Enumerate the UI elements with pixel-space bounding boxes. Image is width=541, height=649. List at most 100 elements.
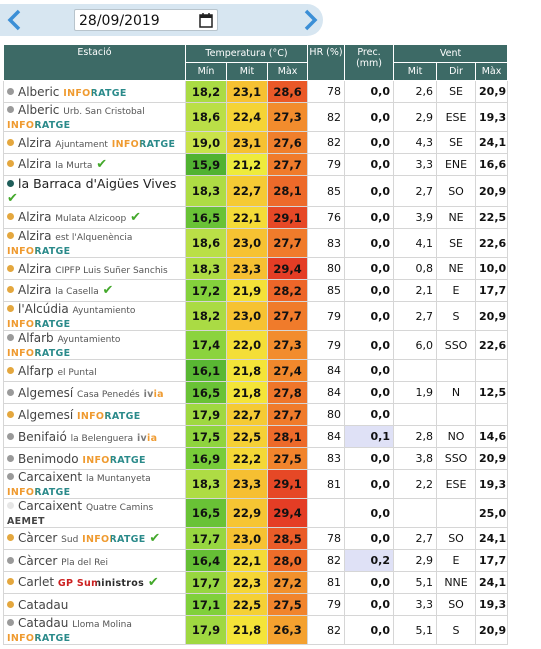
temp-min-cell: 16,9 — [185, 447, 227, 470]
temp-min-cell: 19,0 — [185, 131, 227, 154]
station-row: Alberic INFORATGE 18,2 23,1 28,6 78 0,0 2,6 SE 2… — [3, 80, 509, 103]
temp-min-cell: 17,7 — [185, 527, 227, 550]
precipitation-cell: 0,0 — [344, 498, 395, 528]
station-cell: Alberic INFORATGE — [3, 80, 186, 103]
precipitation-cell: 0,0 — [344, 359, 395, 382]
station-name: Càrcer — [18, 531, 58, 545]
date-toolbar: 28/09/2019 — [0, 4, 323, 36]
temp-min-cell: 16,1 — [185, 359, 227, 382]
temp-mean-cell: 23,1 — [226, 131, 268, 154]
provider-badge: INFORATGE — [82, 534, 146, 545]
verified-check: ✔ — [130, 210, 141, 225]
temp-min-cell: 17,4 — [185, 330, 227, 360]
temp-min-cell: 18,3 — [185, 175, 227, 207]
precipitation-cell: 0,0 — [344, 593, 395, 616]
temp-min-cell: 18,3 — [185, 469, 227, 499]
precipitation-cell: 0,1 — [344, 425, 395, 448]
station-location: Ayuntamiento — [57, 335, 121, 345]
station-name: Alberic — [18, 103, 60, 117]
previous-day-button[interactable] — [4, 8, 28, 32]
wind-mean-cell: 2,7 — [393, 527, 438, 550]
wind-max-cell: 17,7 — [475, 279, 509, 302]
wind-dir-cell: SSO — [436, 447, 477, 470]
precipitation-cell: 0,0 — [344, 571, 395, 594]
provider-badge: INFORATGE — [7, 348, 71, 359]
wind-dir-cell — [436, 498, 477, 528]
temp-min-cell: 16,5 — [185, 206, 227, 229]
station-row: Catadau Lloma Molina INFORATGE 17,9 21,8 26… — [3, 615, 509, 645]
header-temp-min: Mín — [185, 62, 227, 81]
humidity-cell: 83 — [307, 447, 346, 470]
station-location: la Muntanyeta — [85, 474, 151, 484]
station-cell: Carlet GP Suministros ✔ — [3, 571, 186, 594]
precipitation-cell: 0,0 — [344, 301, 395, 331]
humidity-cell: 79 — [307, 330, 346, 360]
status-dot — [7, 87, 14, 95]
verified-check: ✔ — [7, 191, 18, 206]
station-row: Alzira Ajuntament INFORATGE 19,0 23,1 27,6 8… — [3, 131, 509, 154]
humidity-cell: 76 — [307, 206, 346, 229]
temp-mean-cell: 23,0 — [226, 228, 268, 258]
station-row: Alfarb Ayuntamiento INFORATGE 17,4 22,0 27,… — [3, 330, 509, 360]
provider-badge: INFORATGE — [63, 87, 127, 99]
station-name: Alzira — [18, 135, 52, 150]
header-wind-dir: Dir — [436, 62, 477, 81]
station-cell: Algemesí Casa Penedés ivia — [3, 381, 186, 404]
station-name: Alberic — [18, 84, 60, 99]
status-dot — [7, 366, 14, 374]
station-location: Ajuntament — [55, 139, 108, 150]
station-cell: la Barraca d'Aigües Vives ✔ — [3, 175, 186, 207]
station-location: el Puntal — [57, 367, 97, 378]
precipitation-cell: 0,0 — [344, 279, 395, 302]
station-name: Catadau — [18, 597, 69, 612]
temp-mean-cell: 23,1 — [226, 80, 268, 103]
temp-mean-cell: 21,8 — [226, 615, 268, 645]
wind-dir-cell: S — [436, 301, 477, 331]
next-day-button[interactable] — [297, 8, 321, 32]
station-row: Alzira CIPFP Luis Suñer Sanchis 18,3 23,3 2… — [3, 257, 509, 280]
status-dot — [7, 502, 14, 509]
temp-max-cell: 28,5 — [266, 527, 309, 550]
wind-max-cell: 20,9 — [475, 447, 509, 470]
status-dot — [7, 388, 14, 396]
date-input[interactable]: 28/09/2019 — [74, 9, 218, 31]
temp-mean-cell: 22,9 — [226, 498, 268, 528]
temp-max-cell: 27,5 — [266, 447, 309, 470]
station-name: Alzira — [18, 157, 52, 171]
temp-mean-cell: 22,3 — [226, 571, 268, 594]
wind-max-cell — [475, 359, 509, 382]
wind-dir-cell: E — [436, 279, 477, 302]
station-name: la Barraca d'Aigües Vives — [18, 176, 177, 191]
temp-min-cell: 16,5 — [185, 498, 227, 528]
wind-max-cell: 19,3 — [475, 102, 509, 132]
provider-badge: INFORATGE — [7, 487, 71, 498]
calendar-icon[interactable] — [199, 13, 213, 28]
station-row: Alzira est l'Alquenència INFORATGE 18,6 23… — [3, 228, 509, 258]
provider-badge: INFORATGE — [7, 246, 71, 257]
humidity-cell: 84 — [307, 359, 346, 382]
station-location: Urb. San Cristobal — [63, 107, 145, 117]
temp-mean-cell: 23,3 — [226, 469, 268, 499]
station-name: Algemesí — [18, 407, 74, 422]
verified-check: ✔ — [147, 575, 159, 590]
wind-dir-cell: SO — [436, 527, 477, 550]
temp-max-cell: 29,1 — [266, 206, 309, 229]
station-row: Alzira la Murta ✔ 15,9 21,2 27,7 79 0,0 3,3 ENE… — [3, 153, 509, 176]
temp-min-cell: 16,4 — [185, 549, 227, 572]
station-row: Benifaió la Belenguera ivia 17,5 22,5 28,1 8… — [3, 425, 509, 448]
wind-max-cell: 24,1 — [475, 571, 509, 594]
temp-mean-cell: 23,3 — [226, 257, 268, 280]
wind-mean-cell: 2,6 — [393, 80, 438, 103]
wind-dir-cell: ENE — [436, 153, 477, 176]
wind-mean-cell: 2,9 — [393, 102, 438, 132]
wind-max-cell: 19,3 — [475, 593, 509, 616]
temp-mean-cell: 21,8 — [226, 381, 268, 404]
station-name: Catadau — [18, 616, 69, 630]
status-dot — [7, 619, 14, 626]
temp-max-cell: 27,5 — [266, 593, 309, 616]
station-row: la Barraca d'Aigües Vives ✔ 18,3 22,7 28,1 8… — [3, 175, 509, 207]
temp-mean-cell: 22,5 — [226, 593, 268, 616]
stations-table: Estació Temperatura (°C) HR (%) Prec. (m… — [3, 44, 509, 645]
station-row: Catadau 17,1 22,5 27,5 79 0,0 3,3 SO 19,3 — [3, 593, 509, 616]
station-name: Carcaixent — [18, 499, 83, 513]
